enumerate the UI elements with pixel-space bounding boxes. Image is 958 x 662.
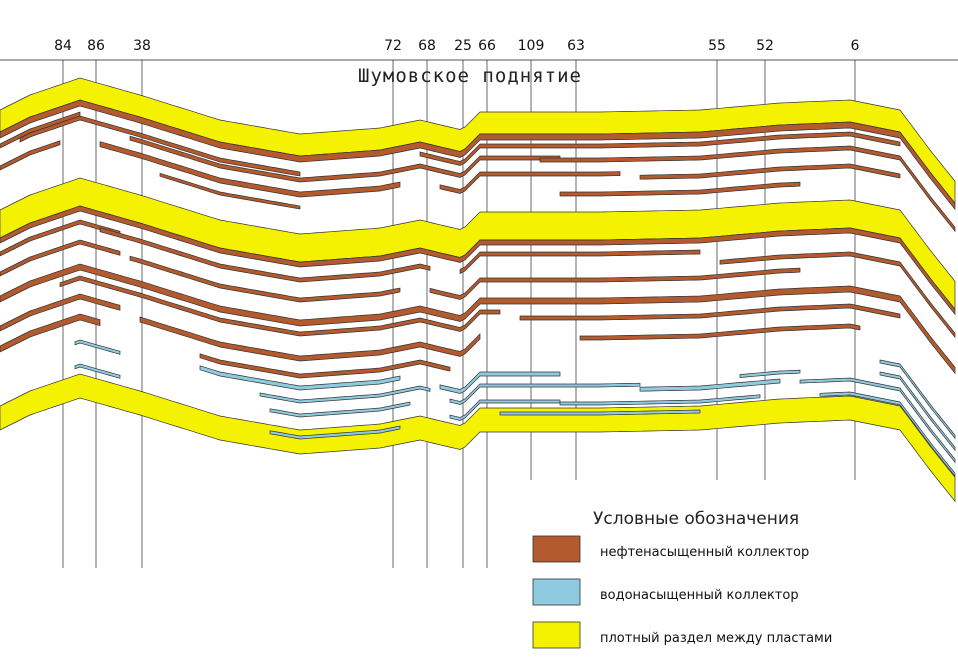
oil-reservoir-lenses — [0, 99, 956, 379]
legend-label-seal: плотный раздел между пластами — [600, 631, 832, 646]
oil-lens-20 — [429, 267, 801, 300]
water-lens-14 — [819, 391, 956, 478]
water-lens-3 — [199, 365, 401, 391]
legend: Условные обозначения нефтенасыщенный кол… — [532, 509, 832, 649]
water-lens-9 — [269, 401, 411, 418]
oil-lens-3 — [19, 115, 301, 177]
oil-lens-15 — [99, 227, 431, 283]
well-label-86: 86 — [87, 38, 105, 54]
water-lens-8 — [739, 369, 801, 378]
legend-swatch-oil — [532, 535, 581, 563]
oil-lens-10 — [639, 163, 901, 180]
water-lens-11 — [559, 394, 761, 406]
oil-lens-23 — [519, 303, 901, 321]
oil-lens-11 — [159, 172, 301, 210]
legend-swatch-water — [532, 578, 581, 606]
water-lens-4 — [259, 385, 431, 404]
oil-lens-27 — [0, 313, 101, 353]
oil-lens-7 — [0, 140, 61, 171]
well-label-63: 63 — [567, 38, 585, 54]
legend-label-water: водонасыщенный коллектор — [600, 588, 799, 603]
oil-lens-28 — [199, 353, 451, 379]
oil-lens-16 — [459, 249, 701, 275]
well-label-55: 55 — [708, 38, 726, 54]
legend-swatch-seal — [532, 621, 581, 649]
oil-lens-18 — [0, 239, 121, 277]
water-lens-17 — [499, 409, 701, 416]
oil-lens-19 — [129, 255, 401, 303]
water-lens-5 — [439, 371, 561, 394]
water-lens-7 — [639, 378, 781, 392]
water-reservoir-lenses — [74, 339, 956, 478]
water-lens-16 — [879, 371, 956, 452]
seal-band-3 — [0, 373, 956, 503]
oil-lens-9 — [439, 171, 621, 194]
well-label-66: 66 — [478, 38, 496, 54]
oil-lens-26 — [579, 323, 861, 341]
water-lens-12 — [269, 425, 401, 440]
oil-lens-5 — [419, 131, 901, 166]
oil-lens-12 — [559, 181, 801, 197]
well-label-109: 109 — [518, 38, 545, 54]
water-lens-2 — [74, 363, 121, 379]
water-lens-13 — [799, 377, 956, 464]
water-lens-15 — [879, 359, 956, 440]
oil-lens-21 — [0, 263, 956, 375]
structure-title: Шумовское поднятие — [358, 65, 582, 87]
oil-lens-25 — [139, 316, 481, 362]
legend-title: Условные обозначения — [593, 509, 799, 529]
well-label-25: 25 — [454, 38, 472, 54]
well-label-38: 38 — [133, 38, 151, 54]
well-label-52: 52 — [756, 38, 774, 54]
well-label-72: 72 — [384, 38, 402, 54]
oil-lens-24 — [0, 293, 121, 332]
water-lens-6 — [449, 382, 641, 405]
well-label-84: 84 — [54, 38, 72, 54]
legend-label-oil: нефтенасыщенный коллектор — [600, 545, 809, 560]
oil-lens-8 — [99, 141, 401, 198]
water-lens-1 — [74, 339, 121, 355]
well-label-68: 68 — [418, 38, 436, 54]
oil-lens-13 — [0, 205, 956, 316]
oil-lens-17 — [719, 251, 956, 339]
oil-lens-22 — [59, 275, 501, 337]
oil-lens-6 — [539, 145, 956, 233]
oil-lens-1 — [0, 99, 956, 211]
well-label-6: 6 — [851, 38, 860, 54]
